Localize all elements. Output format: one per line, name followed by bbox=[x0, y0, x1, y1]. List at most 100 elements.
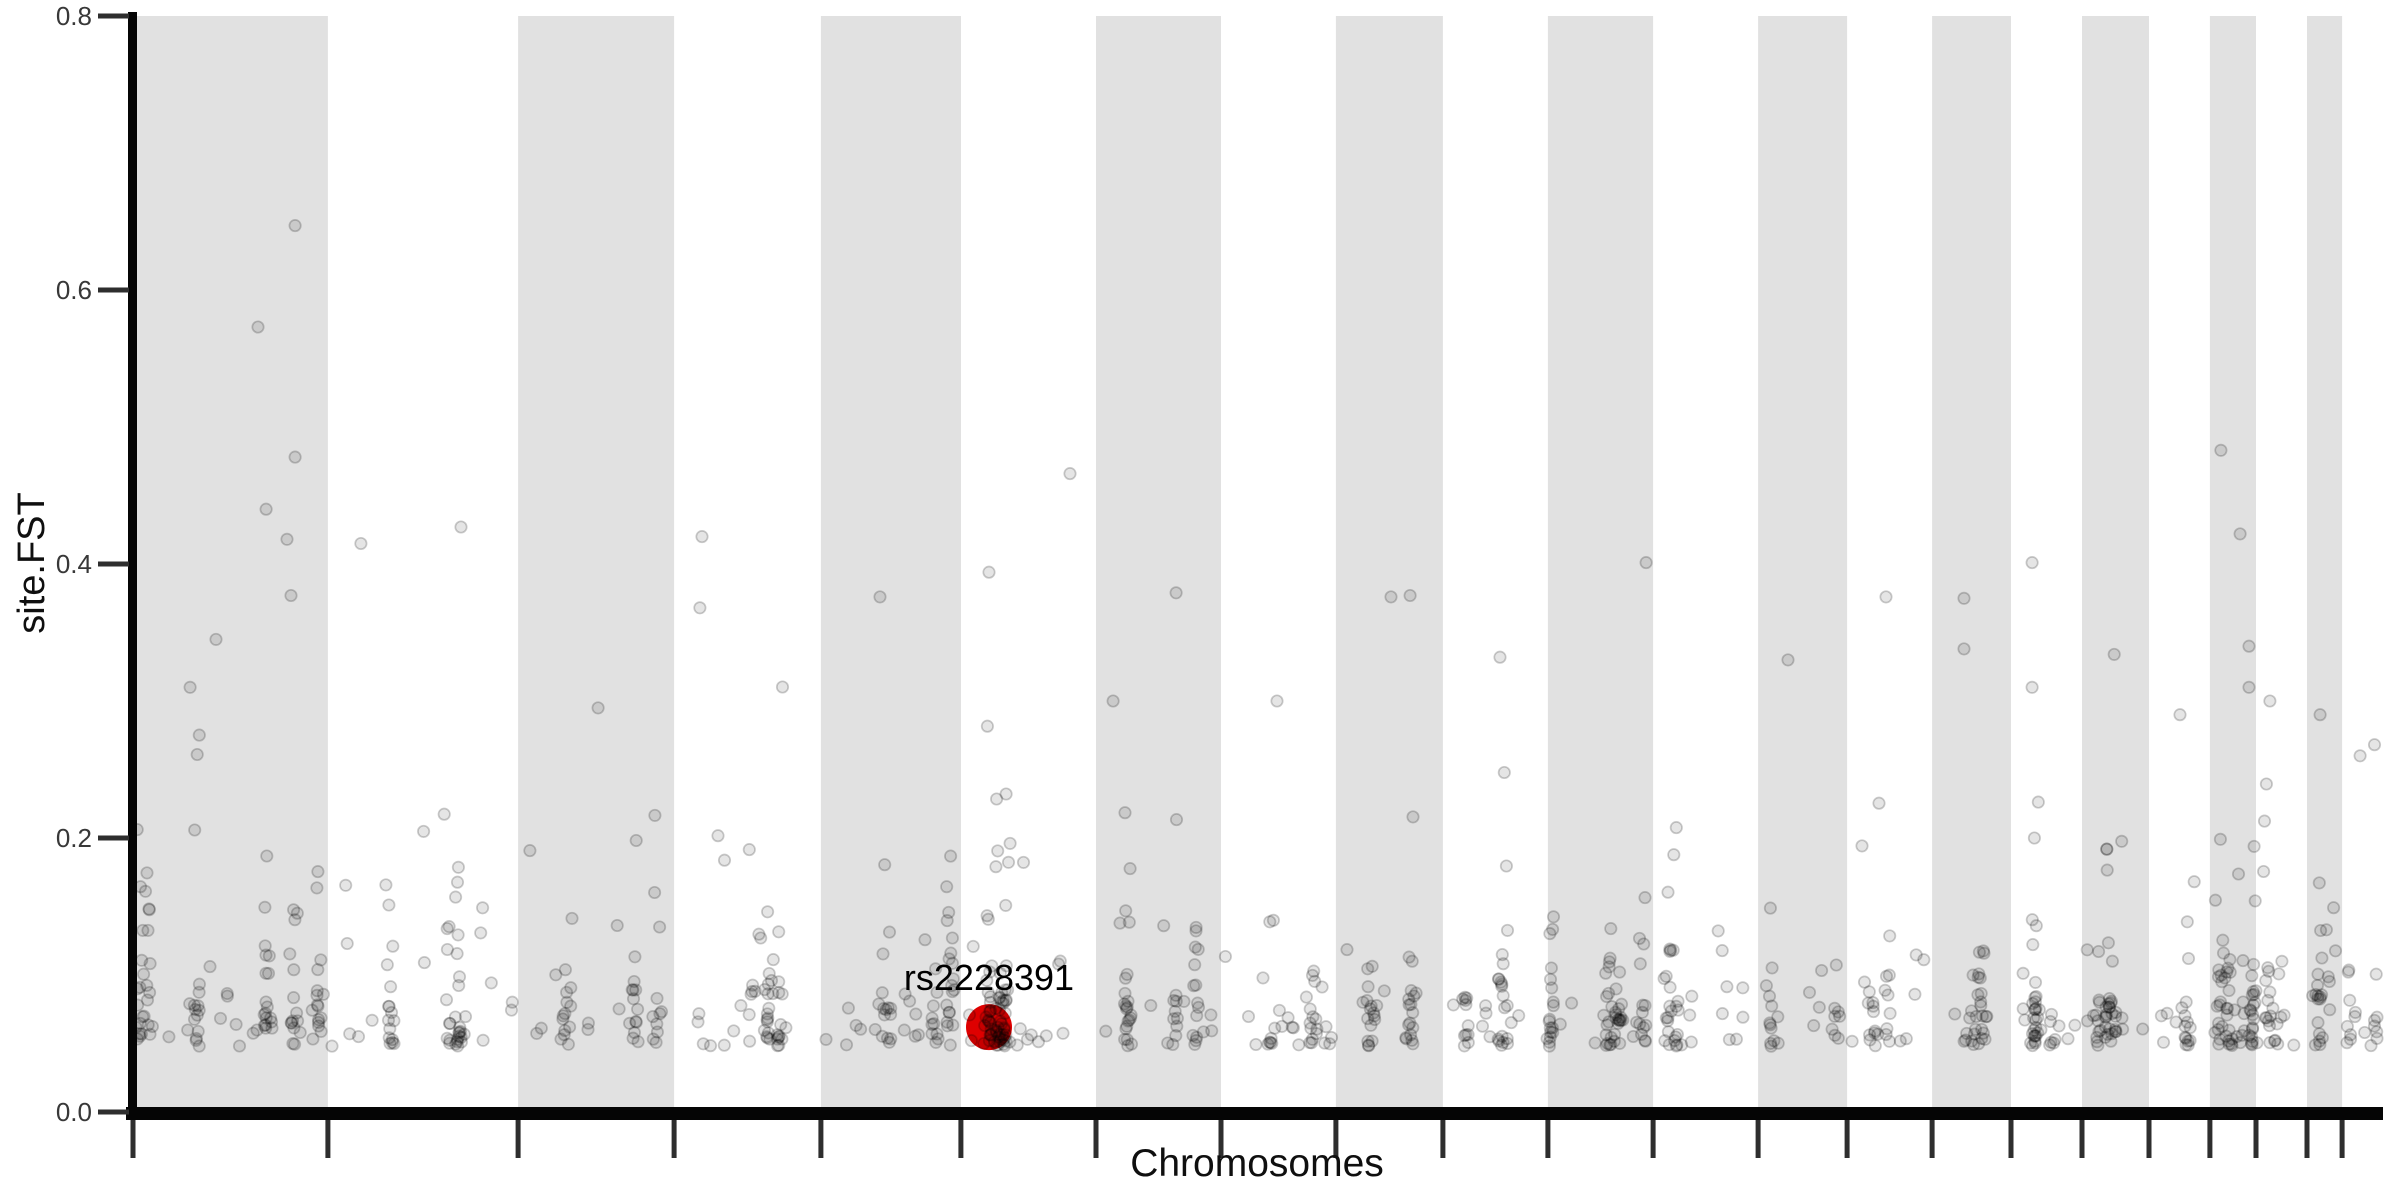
fst-point bbox=[996, 1033, 1010, 1047]
fst-point bbox=[440, 942, 454, 957]
fst-point bbox=[1545, 981, 1559, 995]
fst-point bbox=[1825, 1022, 1839, 1036]
fst-point bbox=[2102, 1000, 2117, 1014]
fst-point bbox=[942, 952, 956, 966]
fst-point bbox=[1543, 1021, 1557, 1035]
fst-point bbox=[2261, 993, 2275, 1007]
y-tick-label: 0.4 bbox=[56, 549, 92, 579]
x-tick-chr17 bbox=[2079, 1120, 2085, 1158]
fst-point bbox=[2100, 842, 2114, 856]
fst-point bbox=[612, 1002, 626, 1016]
fst-point bbox=[339, 878, 353, 892]
fst-point bbox=[2026, 996, 2040, 1011]
fst-point bbox=[2089, 1008, 2103, 1022]
fst-point bbox=[1307, 964, 1321, 978]
fst-point bbox=[771, 1030, 786, 1044]
fst-point bbox=[993, 1035, 1007, 1049]
fst-point bbox=[995, 986, 1009, 1000]
fst-point bbox=[1256, 971, 1270, 985]
fst-point bbox=[2025, 680, 2039, 694]
fst-point bbox=[2246, 998, 2260, 1012]
fst-point bbox=[1367, 1009, 1381, 1023]
fst-point bbox=[1479, 999, 1493, 1013]
fst-point bbox=[762, 966, 776, 981]
fst-point bbox=[1670, 1027, 1684, 1042]
fst-point bbox=[998, 983, 1012, 997]
fst-point bbox=[452, 1029, 466, 1043]
x-tick-chr21 bbox=[2304, 1120, 2310, 1158]
fst-point bbox=[1671, 994, 1685, 1008]
fst-point bbox=[213, 1011, 228, 1025]
fst-point bbox=[929, 962, 943, 976]
fst-point bbox=[1001, 855, 1016, 869]
fst-point bbox=[2275, 954, 2289, 968]
fst-point bbox=[631, 1002, 645, 1016]
fst-point bbox=[220, 986, 234, 1001]
chromosome-band-1 bbox=[133, 16, 328, 1112]
fst-point bbox=[2109, 1024, 2123, 1039]
fst-point bbox=[136, 923, 150, 937]
fst-point bbox=[882, 925, 897, 939]
fst-point bbox=[312, 1013, 326, 1027]
fst-point bbox=[290, 906, 304, 920]
fst-point bbox=[1668, 1034, 1682, 1048]
fst-point bbox=[2257, 814, 2272, 828]
fst-point bbox=[2358, 1025, 2372, 1040]
fst-point bbox=[2268, 1034, 2282, 1048]
fst-point bbox=[1120, 1000, 1134, 1014]
fst-point bbox=[565, 911, 579, 925]
fst-point bbox=[760, 1015, 774, 1029]
fst-point bbox=[383, 1022, 397, 1036]
fst-point bbox=[451, 928, 465, 942]
fst-point bbox=[650, 991, 664, 1005]
fst-point bbox=[1613, 1036, 1627, 1050]
fst-point bbox=[343, 1027, 357, 1041]
fst-point bbox=[2311, 992, 2325, 1006]
fst-point bbox=[772, 975, 786, 989]
fst-point bbox=[558, 1006, 572, 1021]
fst-point bbox=[143, 985, 157, 1000]
fst-point bbox=[1407, 989, 1421, 1003]
fst-point bbox=[1663, 999, 1677, 1013]
fst-point bbox=[1119, 1022, 1133, 1036]
fst-point bbox=[993, 966, 1007, 980]
fst-point bbox=[1669, 999, 1683, 1013]
fst-point bbox=[610, 918, 624, 933]
fst-point bbox=[387, 1037, 401, 1051]
fst-point bbox=[2092, 944, 2106, 959]
fst-point bbox=[2181, 1034, 2195, 1048]
fst-point bbox=[2244, 1004, 2258, 1018]
fst-point bbox=[220, 989, 234, 1003]
fst-point bbox=[1540, 1032, 1554, 1046]
fst-point bbox=[1662, 1038, 1676, 1052]
fst-point bbox=[1504, 1016, 1518, 1030]
fst-point bbox=[2099, 1007, 2113, 1022]
fst-point bbox=[1261, 1037, 1275, 1051]
fst-point bbox=[2098, 1020, 2112, 1034]
fst-point bbox=[947, 983, 961, 997]
fst-point bbox=[2213, 998, 2227, 1012]
fst-point bbox=[839, 1038, 854, 1052]
fst-point bbox=[994, 1017, 1009, 1031]
fst-point bbox=[2364, 1039, 2378, 1053]
fst-point bbox=[1639, 1018, 1653, 1032]
fst-point bbox=[287, 963, 301, 977]
fst-point bbox=[311, 999, 325, 1013]
fst-point bbox=[183, 680, 197, 694]
fst-point bbox=[259, 1018, 273, 1032]
chromosome-band-21 bbox=[2307, 16, 2343, 1112]
fst-point bbox=[259, 966, 273, 980]
fst-point bbox=[293, 1025, 307, 1040]
fst-point bbox=[2180, 915, 2194, 929]
fst-point bbox=[187, 998, 201, 1012]
fst-point bbox=[1403, 588, 1417, 603]
fst-point bbox=[1759, 979, 1773, 993]
fst-point bbox=[1857, 975, 1872, 989]
fst-point bbox=[417, 824, 431, 838]
fst-point bbox=[2323, 1003, 2337, 1017]
fst-point bbox=[316, 987, 330, 1001]
fst-point bbox=[925, 1017, 939, 1032]
fst-point bbox=[1971, 970, 1985, 984]
fst-point bbox=[1363, 1002, 1377, 1016]
fst-point bbox=[2224, 1037, 2238, 1051]
